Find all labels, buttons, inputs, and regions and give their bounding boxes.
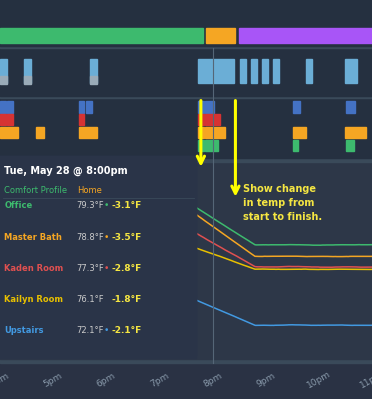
- Text: 8pm: 8pm: [202, 371, 224, 389]
- Bar: [78, 127, 97, 138]
- Bar: [0, 359, 372, 363]
- Text: 76.1°F: 76.1°F: [76, 295, 104, 304]
- Bar: [0, 76, 7, 84]
- Bar: [240, 59, 246, 83]
- Text: -2.1°F: -2.1°F: [112, 326, 142, 335]
- Bar: [7, 101, 13, 113]
- Text: -3.1°F: -3.1°F: [112, 201, 142, 211]
- Bar: [198, 127, 203, 138]
- Bar: [198, 140, 203, 151]
- Text: 5pm: 5pm: [42, 371, 64, 389]
- Bar: [239, 28, 372, 43]
- Text: Tue, May 28 @ 8:00pm: Tue, May 28 @ 8:00pm: [4, 166, 128, 176]
- Bar: [0, 127, 18, 138]
- Text: Comfort Profile: Comfort Profile: [4, 186, 67, 196]
- Text: 9pm: 9pm: [255, 371, 277, 389]
- Bar: [0, 0, 372, 26]
- Text: -2.8°F: -2.8°F: [112, 264, 142, 273]
- Bar: [0, 363, 372, 399]
- Text: 7pm: 7pm: [148, 371, 170, 389]
- Text: 72.1°F: 72.1°F: [76, 326, 103, 335]
- Text: 79.3°F: 79.3°F: [76, 201, 104, 211]
- Text: -1.8°F: -1.8°F: [112, 295, 142, 304]
- Text: Kailyn Room: Kailyn Room: [4, 295, 63, 304]
- Bar: [251, 59, 257, 83]
- Bar: [0, 26, 372, 46]
- Bar: [0, 158, 372, 162]
- Bar: [0, 96, 372, 98]
- Text: 6pm: 6pm: [95, 371, 117, 389]
- Text: Show change
in temp from
start to finish.: Show change in temp from start to finish…: [243, 184, 323, 221]
- Bar: [262, 59, 268, 83]
- Bar: [205, 114, 220, 125]
- Text: 11pm: 11pm: [359, 369, 372, 390]
- Text: Kaden Room: Kaden Room: [4, 264, 64, 273]
- Text: 78.8°F: 78.8°F: [76, 233, 104, 242]
- Text: Upstairs: Upstairs: [4, 326, 44, 335]
- Bar: [0, 162, 372, 359]
- Text: 10pm: 10pm: [305, 369, 332, 390]
- Text: 4pm: 4pm: [0, 371, 11, 389]
- Bar: [205, 101, 214, 113]
- Bar: [198, 59, 234, 83]
- Bar: [294, 101, 300, 113]
- Bar: [305, 59, 312, 83]
- Bar: [0, 48, 372, 96]
- Bar: [78, 114, 84, 125]
- Bar: [205, 140, 218, 151]
- Bar: [198, 101, 203, 113]
- Bar: [7, 114, 13, 125]
- Bar: [294, 140, 298, 151]
- Bar: [346, 101, 355, 113]
- Bar: [90, 59, 97, 83]
- Text: •: •: [104, 233, 109, 242]
- FancyBboxPatch shape: [0, 156, 198, 359]
- Text: •: •: [104, 326, 109, 335]
- Bar: [86, 101, 92, 113]
- Text: Home: Home: [78, 186, 102, 196]
- Text: -3.5°F: -3.5°F: [112, 233, 142, 242]
- Bar: [0, 98, 372, 158]
- Bar: [273, 59, 279, 83]
- Text: Master Bath: Master Bath: [4, 233, 62, 242]
- Bar: [206, 28, 235, 43]
- Bar: [0, 46, 372, 48]
- Bar: [24, 76, 31, 84]
- Bar: [0, 114, 6, 125]
- Bar: [346, 59, 357, 83]
- Bar: [24, 59, 31, 83]
- Bar: [0, 28, 203, 43]
- Bar: [346, 127, 366, 138]
- Bar: [0, 101, 6, 113]
- Bar: [36, 127, 44, 138]
- Text: •: •: [104, 201, 109, 211]
- Bar: [198, 114, 203, 125]
- Bar: [0, 59, 7, 83]
- Bar: [346, 140, 354, 151]
- Text: 77.3°F: 77.3°F: [76, 264, 104, 273]
- Text: •: •: [104, 264, 109, 273]
- Bar: [90, 76, 97, 84]
- Bar: [205, 127, 225, 138]
- Bar: [78, 101, 84, 113]
- Text: Office: Office: [4, 201, 32, 211]
- Bar: [294, 127, 305, 138]
